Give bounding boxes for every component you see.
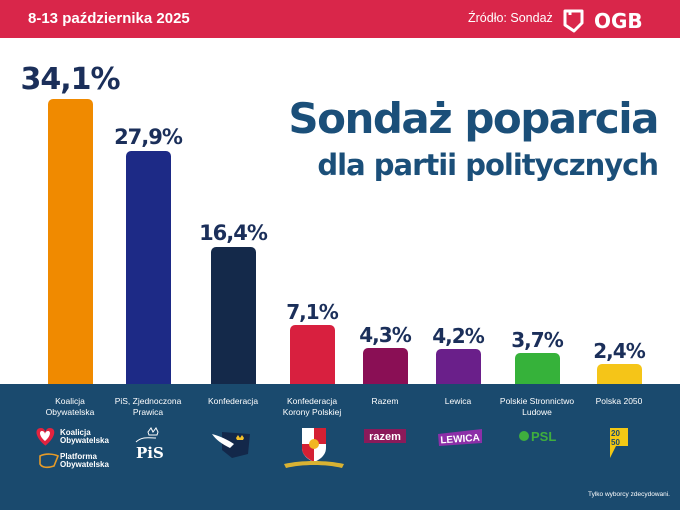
- source-label: Źródło: Sondaż: [468, 11, 553, 25]
- kkp-logo: [284, 428, 344, 468]
- svg-text:LEWICA: LEWICA: [440, 433, 480, 447]
- bar-6: [435, 348, 481, 390]
- category-label-8: Polska 2050: [595, 396, 643, 406]
- category-band: [0, 384, 680, 510]
- svg-text:Platforma: Platforma: [60, 452, 97, 461]
- svg-text:PiS: PiS: [136, 444, 164, 462]
- category-label-3: Konfederacja: [207, 396, 259, 406]
- svg-text:Obywatelska: Obywatelska: [60, 460, 109, 469]
- razem-logo: razem: [364, 429, 406, 443]
- bar-4: [289, 324, 335, 390]
- category-label-6: Lewica: [444, 396, 472, 406]
- svg-text:20: 20: [611, 429, 620, 438]
- svg-text:razem: razem: [369, 431, 401, 443]
- bar-2: [125, 151, 171, 390]
- value-label-1: 34,1%: [20, 61, 120, 97]
- pis-logo: PiS: [135, 427, 164, 462]
- poll-date: 8-13 października 2025: [28, 10, 190, 27]
- lewica-logo: LEWICA: [438, 429, 482, 447]
- category-label-4: Konfederacja Korony Polskiej: [282, 396, 342, 417]
- bar-7: [514, 353, 560, 390]
- ogb-logo-text: OGB: [594, 9, 643, 33]
- category-label-2: PiS, Zjednoczona Prawica: [114, 396, 182, 417]
- value-label-2: 27,9%: [114, 124, 183, 149]
- ko-po-logo: Koalicja Obywatelska Platforma Obywatels…: [36, 428, 109, 469]
- chart-subtitle: dla partii politycznych: [317, 148, 659, 182]
- svg-text:Obywatelska: Obywatelska: [60, 436, 109, 445]
- svg-text:Koalicja: Koalicja: [60, 428, 91, 437]
- value-label-5: 4,3%: [359, 323, 411, 348]
- ogb-logo: OGB: [563, 9, 643, 33]
- header-bar: 8-13 października 2025 Źródło: Sondaż OG…: [0, 0, 680, 38]
- chart-title: Sondaż poparcia: [288, 94, 659, 143]
- bar-5: [362, 348, 408, 390]
- category-label-5: Razem: [371, 396, 399, 406]
- footnote: Tylko wyborcy zdecydowani.: [587, 491, 670, 498]
- svg-text:PSL: PSL: [531, 429, 556, 444]
- value-label-4: 7,1%: [286, 299, 338, 324]
- value-label-6: 4,2%: [432, 323, 484, 348]
- value-label-8: 2,4%: [593, 338, 645, 363]
- konfederacja-logo: [212, 432, 250, 458]
- bar-1: [47, 99, 93, 390]
- svg-text:50: 50: [611, 438, 620, 447]
- value-label-7: 3,7%: [511, 328, 563, 353]
- polska2050-logo: 20 50: [610, 428, 628, 458]
- category-label-7: Polskie Stronnictwo Ludowe: [499, 396, 575, 417]
- value-label-3: 16,4%: [199, 220, 268, 245]
- category-label-1: Koalicja Obywatelska: [45, 396, 95, 417]
- psl-logo: PSL: [519, 429, 556, 444]
- bar-3: [210, 247, 256, 390]
